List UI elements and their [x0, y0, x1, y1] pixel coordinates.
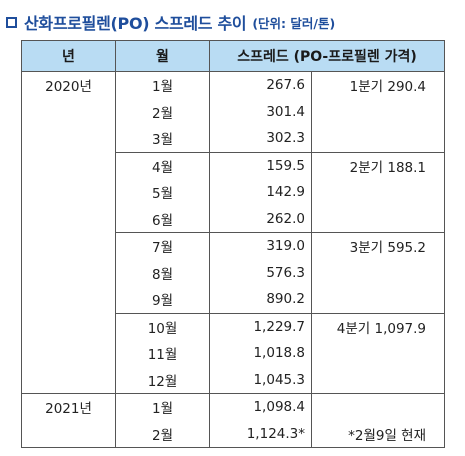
- quarter-summary: [310, 125, 446, 152]
- table-row: 4월 159.5 2분기 188.1: [21, 151, 446, 179]
- year-cell: 2020년: [21, 71, 116, 99]
- year-cell: [21, 232, 116, 260]
- table-row: 3월 302.3: [21, 125, 446, 152]
- year-cell: [21, 179, 116, 206]
- spread-value: 1,045.3: [209, 366, 312, 394]
- quarter-summary: [310, 205, 446, 233]
- year-cell: [21, 313, 116, 340]
- year-cell: [21, 125, 116, 152]
- year-cell: [21, 259, 116, 286]
- quarter-summary: 3분기 595.2: [310, 232, 446, 260]
- quarter-summary: 1분기 290.4: [310, 71, 446, 99]
- month-cell: 9월: [115, 286, 210, 313]
- quarter-summary: [310, 259, 446, 286]
- header-year: 년: [21, 40, 116, 72]
- month-cell: 10월: [115, 312, 210, 340]
- month-cell: 11월: [115, 340, 210, 367]
- spread-table: 년 월 스프레드 (PO-프로필렌 가격) 2020년 1월 267.6 1분기…: [21, 40, 446, 448]
- year-cell: [21, 152, 116, 179]
- spread-value: 576.3: [209, 259, 312, 286]
- month-cell: 12월: [115, 366, 210, 394]
- spread-value: 301.4: [209, 98, 312, 125]
- year-cell: [21, 98, 116, 125]
- month-cell: 3월: [115, 125, 210, 152]
- spread-value: 890.2: [209, 286, 312, 313]
- month-cell: 1월: [115, 71, 210, 99]
- table-row: 7월 319.0 3분기 595.2: [21, 232, 446, 260]
- table-row: 10월 1,229.7 4분기 1,097.9: [21, 312, 446, 340]
- quarter-summary: [310, 366, 446, 394]
- year-cell: [21, 420, 116, 448]
- table-row: 5월 142.9: [21, 179, 446, 206]
- footnote: *2월9일 현재: [310, 420, 446, 448]
- table-row: 12월 1,045.3: [21, 366, 446, 394]
- quarter-summary: [310, 340, 446, 367]
- table-header-row: 년 월 스프레드 (PO-프로필렌 가격): [21, 40, 446, 72]
- title-text: 산화프로필렌(PO) 스프레드 추이: [24, 14, 247, 33]
- spread-value: 262.0: [209, 205, 312, 233]
- month-cell: 7월: [115, 232, 210, 260]
- page-title: 산화프로필렌(PO) 스프레드 추이 (단위: 달러/톤): [6, 10, 335, 34]
- month-cell: 5월: [115, 179, 210, 206]
- year-cell: 2021년: [21, 393, 116, 421]
- header-spread: 스프레드 (PO-프로필렌 가격): [208, 40, 446, 72]
- year-cell: [21, 340, 116, 367]
- unit-label: (단위: 달러/톤): [252, 15, 336, 31]
- spread-value: 1,124.3*: [209, 420, 312, 448]
- quarter-summary: 4분기 1,097.9: [310, 312, 446, 340]
- month-cell: 4월: [115, 151, 210, 179]
- quarter-summary: 2분기 188.1: [310, 151, 446, 179]
- quarter-summary: [310, 393, 446, 421]
- month-cell: 2월: [115, 98, 210, 125]
- month-cell: 1월: [115, 393, 210, 421]
- table-row: 11월 1,018.8: [21, 340, 446, 367]
- year-cell: [21, 286, 116, 313]
- table-row: 6월 262.0: [21, 205, 446, 233]
- month-cell: 8월: [115, 259, 210, 286]
- table-row: 2021년 1월 1,098.4: [21, 393, 446, 421]
- spread-value: 142.9: [209, 179, 312, 206]
- spread-value: 159.5: [209, 151, 312, 179]
- year-cell: [21, 205, 116, 233]
- table-row: 2월 1,124.3* *2월9일 현재: [21, 420, 446, 448]
- table-row: 8월 576.3: [21, 259, 446, 286]
- month-cell: 6월: [115, 205, 210, 233]
- table-row: 2020년 1월 267.6 1분기 290.4: [21, 71, 446, 99]
- spread-value: 267.6: [209, 71, 312, 99]
- header-month: 월: [115, 40, 210, 72]
- spread-value: 1,018.8: [209, 340, 312, 367]
- year-cell: [21, 366, 116, 394]
- month-cell: 2월: [115, 420, 210, 448]
- quarter-summary: [310, 179, 446, 206]
- spread-value: 1,098.4: [209, 393, 312, 421]
- quarter-summary: [310, 98, 446, 125]
- spread-value: 319.0: [209, 232, 312, 260]
- spread-value: 1,229.7: [209, 312, 312, 340]
- table-row: 9월 890.2: [21, 286, 446, 313]
- table-row: 2월 301.4: [21, 98, 446, 125]
- spread-value: 302.3: [209, 125, 312, 152]
- quarter-summary: [310, 286, 446, 313]
- square-bullet-icon: [6, 17, 17, 28]
